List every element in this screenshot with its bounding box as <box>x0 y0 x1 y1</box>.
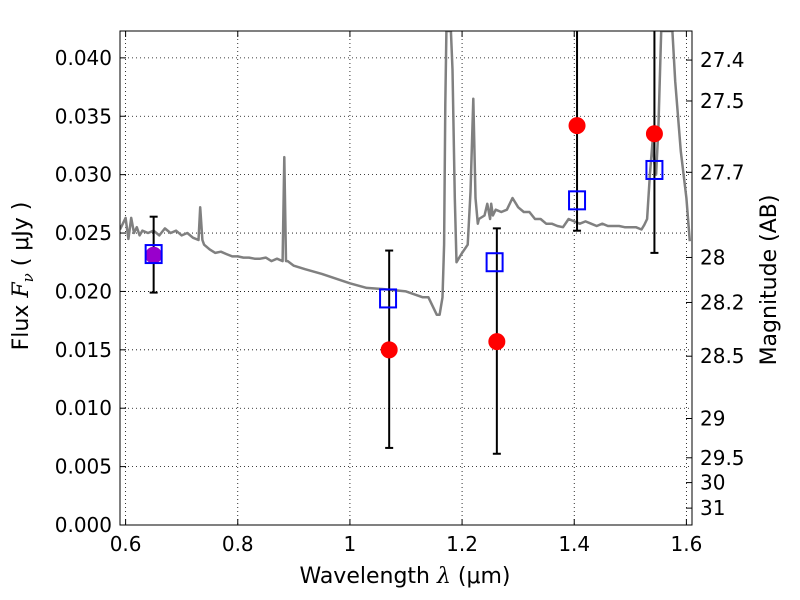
y-axis-title: Flux Fν ( μJy ) <box>9 202 37 351</box>
y-axis-title-subscript: ν <box>19 273 37 282</box>
y-tick-label: 0.010 <box>55 396 112 420</box>
data-point-square <box>568 190 587 211</box>
x-tick-label: 0.6 <box>110 532 142 556</box>
plot-area <box>120 31 692 455</box>
data-point-square <box>485 252 504 273</box>
y2-tick-label: 28.2 <box>700 290 745 314</box>
y-tick-label: 0.020 <box>55 279 112 303</box>
y-tick-label: 0.025 <box>55 221 112 245</box>
x-tick-label: 0.8 <box>222 532 254 556</box>
y2-tick-label: 28 <box>700 245 725 269</box>
spectrum-line <box>120 31 692 317</box>
data-point-square <box>645 159 664 180</box>
plot-frame <box>119 30 693 526</box>
y-axis-title-symbol: F <box>9 282 34 299</box>
y-tick-label: 0.015 <box>55 338 112 362</box>
x-axis-title: Wavelength λ (μm) <box>299 564 510 589</box>
data-point-circle <box>568 117 586 135</box>
y2-tick-label: 30 <box>700 471 725 495</box>
y2-tick-label: 27.5 <box>700 89 745 113</box>
data-point-square <box>144 244 163 265</box>
y2-axis-title: Magnitude (AB) <box>757 195 782 366</box>
y2-tick-label: 29 <box>700 406 725 430</box>
data-point-circle <box>488 333 506 351</box>
data-point-circle <box>645 125 663 143</box>
x-axis-title-prefix: Wavelength <box>299 564 437 589</box>
y-tick-label: 0.035 <box>55 104 112 128</box>
y-axis-title-prefix: Flux <box>9 298 34 351</box>
x-axis-title-unit: (μm) <box>451 564 511 589</box>
y-tick-label: 0.040 <box>55 46 112 70</box>
x-tick-label: 1.2 <box>446 532 478 556</box>
data-point-circle <box>380 341 398 359</box>
data-point-square <box>379 288 398 309</box>
y-tick-label: 0.030 <box>55 163 112 187</box>
y2-tick-label: 29.5 <box>700 446 745 470</box>
axis-ticks: 0.6 0.8 1 1.2 1.4 1.6 0.000 0.005 0.010 0.015 0.02… <box>55 31 745 556</box>
data-point-circle <box>145 246 163 264</box>
x-tick-label: 1 <box>344 532 357 556</box>
y2-tick-label: 28.5 <box>700 344 745 368</box>
y2-tick-label: 27.7 <box>700 160 745 184</box>
y2-tick-label: 31 <box>700 496 725 520</box>
y-tick-label: 0.005 <box>55 455 112 479</box>
y-tick-label: 0.000 <box>55 513 112 537</box>
y-axis-title-unit: ( μJy ) <box>9 202 34 274</box>
x-tick-label: 1.4 <box>558 532 590 556</box>
x-axis-title-symbol: λ <box>436 564 451 589</box>
x-tick-label: 1.6 <box>670 532 702 556</box>
y2-tick-label: 27.4 <box>700 48 745 72</box>
